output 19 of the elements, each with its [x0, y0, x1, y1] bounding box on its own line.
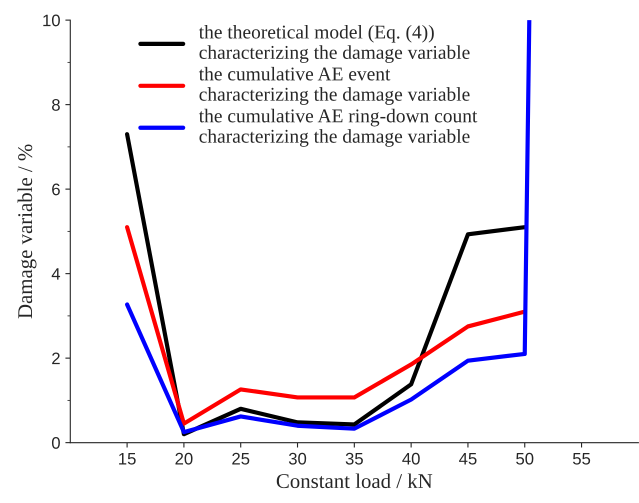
y-axis-title: Damage variable / %	[18, 144, 36, 318]
y-tick-label: 4	[52, 268, 60, 280]
line-series	[125, 20, 532, 434]
y-tick-label: 10	[43, 14, 60, 26]
x-tick-label: 45	[459, 452, 477, 465]
y-tick-label: 2	[52, 352, 60, 364]
y-tick-label: 8	[52, 99, 60, 111]
y-tick-label: 0	[52, 437, 60, 449]
x-tick-label: 55	[572, 452, 590, 465]
x-tick-label: 30	[288, 452, 306, 465]
y-tick-label: 6	[52, 184, 60, 196]
x-tick-label: 15	[119, 452, 136, 465]
x-axis-title: Constant load / kN	[276, 473, 432, 488]
x-tick-label: 20	[175, 452, 193, 465]
x-tick-label: 25	[232, 452, 250, 465]
legend-label: the cumulative AE ring-down count characterizing the damage variable	[198, 108, 478, 147]
x-tick-label: 40	[402, 452, 420, 465]
x-tick-label: 50	[516, 452, 534, 465]
x-tick-label: 35	[346, 452, 363, 465]
